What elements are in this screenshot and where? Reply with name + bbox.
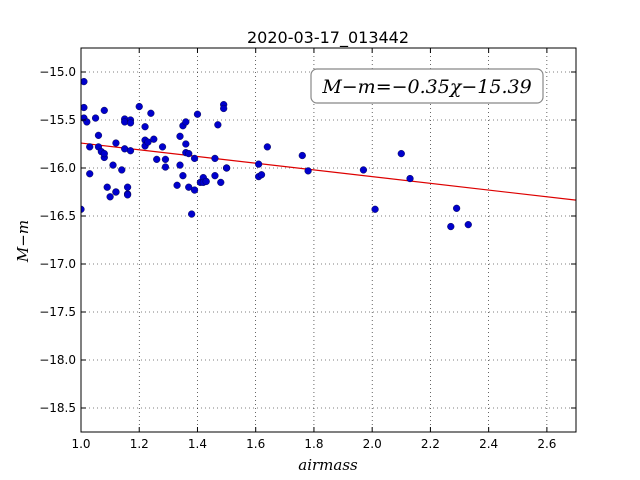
data-point — [193, 110, 202, 118]
x-tick-label: 1.2 — [130, 437, 149, 451]
data-point — [161, 163, 170, 171]
data-point — [214, 121, 222, 129]
data-point — [161, 155, 170, 163]
x-tick-label: 1.0 — [71, 437, 90, 451]
plot-content — [81, 78, 576, 231]
y-tick-label: −17.5 — [39, 305, 76, 319]
data-point — [464, 221, 472, 229]
data-point — [81, 205, 85, 213]
y-tick-label: −16.5 — [39, 209, 76, 223]
data-point — [176, 161, 184, 169]
data-point — [147, 109, 155, 117]
fit-annotation-box: M−m=−0.35χ−15.39 — [310, 68, 544, 104]
data-point — [182, 140, 190, 148]
data-point — [158, 143, 167, 151]
data-point — [371, 205, 379, 213]
data-point — [211, 154, 219, 163]
data-point — [190, 154, 199, 163]
data-point — [109, 161, 117, 169]
plot-background — [81, 48, 576, 432]
fit-line — [81, 142, 576, 201]
data-point — [255, 160, 263, 168]
data-point — [112, 139, 120, 147]
data-point — [220, 104, 228, 113]
fit-annotation-text: M−m=−0.35χ−15.39 — [321, 76, 531, 98]
data-point — [397, 150, 405, 158]
x-tick-label: 2.4 — [479, 437, 498, 451]
y-tick-label: −18.5 — [39, 401, 76, 415]
data-point — [179, 172, 187, 180]
data-point — [263, 143, 271, 151]
data-point — [123, 191, 132, 199]
data-point — [173, 181, 181, 189]
x-tick-label: 1.8 — [304, 437, 323, 451]
data-point — [103, 183, 111, 191]
y-tick-label: −18.0 — [39, 353, 76, 367]
y-tick-label: −15.5 — [39, 113, 76, 127]
data-point — [222, 164, 231, 172]
data-point — [304, 167, 312, 175]
chart-title: 2020-03-17_013442 — [247, 28, 409, 48]
data-point — [126, 119, 135, 127]
data-point — [81, 103, 88, 112]
data-point — [150, 135, 158, 143]
data-point — [94, 131, 103, 139]
axis-ticks: 1.0 1.2 1.4 1.6 1.8 2.0 2.2 2.4 2.6 −15.0 −15.5 −16… — [39, 48, 576, 451]
data-point — [144, 138, 152, 146]
data-point — [106, 193, 114, 201]
data-point — [188, 210, 196, 218]
data-point — [359, 166, 368, 174]
plot-frame — [80, 47, 577, 433]
data-point — [406, 174, 414, 183]
data-point — [153, 155, 161, 163]
data-point — [100, 106, 108, 115]
data-point — [185, 183, 193, 191]
data-point — [123, 183, 132, 191]
x-tick-label: 2.0 — [363, 437, 382, 451]
x-tick-label: 2.6 — [537, 437, 556, 451]
data-point — [257, 171, 266, 179]
data-point — [100, 150, 108, 158]
x-axis-label: airmass — [298, 456, 358, 474]
x-tick-label: 1.4 — [188, 437, 207, 451]
plot-area: 1.0 1.2 1.4 1.6 1.8 2.0 2.2 2.4 2.6 −15.0 −15.5 −16… — [39, 47, 577, 451]
data-point — [217, 178, 225, 187]
data-point — [118, 166, 126, 174]
data-point — [91, 114, 100, 122]
data-point — [176, 132, 184, 140]
data-point — [182, 118, 190, 126]
data-point — [202, 177, 210, 186]
data-point — [447, 222, 455, 231]
data-point — [211, 172, 219, 180]
data-point — [81, 78, 88, 86]
data-point — [298, 151, 306, 160]
fit-annotation-frame — [310, 68, 544, 104]
x-tick-label: 1.6 — [246, 437, 265, 451]
y-tick-label: −15.0 — [39, 65, 76, 79]
y-tick-label: −16.0 — [39, 161, 76, 175]
data-point — [86, 143, 94, 151]
data-point — [86, 170, 94, 178]
data-point — [126, 147, 135, 155]
y-axis-label: M−m — [14, 220, 32, 263]
data-point — [190, 186, 199, 194]
x-tick-label: 2.2 — [421, 437, 440, 451]
data-point — [453, 204, 461, 212]
y-tick-label: −17.0 — [39, 257, 76, 271]
data-point — [135, 102, 143, 111]
data-point — [185, 150, 193, 158]
data-point — [141, 123, 149, 131]
data-point — [112, 188, 120, 196]
